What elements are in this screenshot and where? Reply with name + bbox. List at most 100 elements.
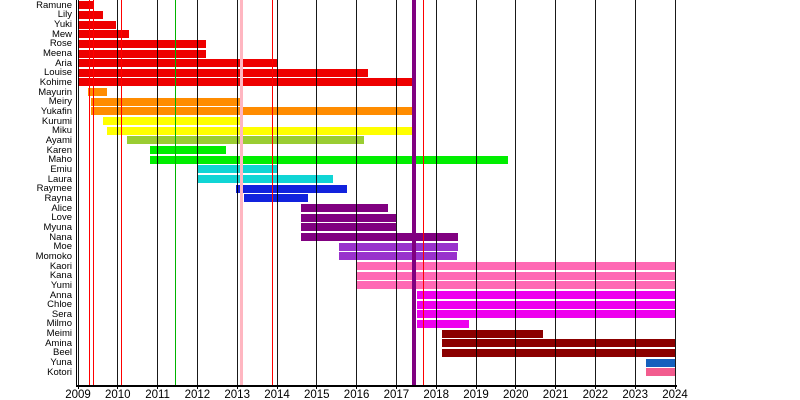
x-tick-2017 xyxy=(395,385,397,389)
x-tick-2022 xyxy=(594,385,596,389)
timeline-bar-sera xyxy=(417,310,675,319)
event-line-4 xyxy=(175,0,177,385)
timeline-bar-louise xyxy=(78,68,369,77)
timeline-bar-miku xyxy=(107,126,414,135)
timeline-bar-kotori xyxy=(645,368,675,377)
event-line-5 xyxy=(240,0,244,385)
member-label-moe: Moe xyxy=(53,241,72,253)
timeline-bar-kohime xyxy=(78,78,416,87)
x-tick-label-2013: 2013 xyxy=(224,389,250,400)
member-label-karen: Karen xyxy=(46,144,72,156)
x-tick-2021 xyxy=(555,385,557,389)
timeline-bar-aria xyxy=(78,59,277,68)
timeline-bar-lily xyxy=(78,10,104,19)
member-label-ayami: Ayami xyxy=(45,134,72,146)
year-gridline-2011 xyxy=(157,0,159,385)
event-line-2 xyxy=(93,0,95,385)
member-label-mayurin: Mayurin xyxy=(38,86,72,98)
timeline-bar-moe xyxy=(339,242,459,251)
timeline-bar-karen xyxy=(150,146,226,155)
x-tick-2020 xyxy=(515,385,517,389)
x-axis-spine xyxy=(76,385,677,387)
member-label-chloe: Chloe xyxy=(47,299,72,311)
member-label-rayna: Rayna xyxy=(44,192,72,204)
timeline-bar-mew xyxy=(78,30,129,39)
member-label-kaori: Kaori xyxy=(49,260,72,272)
x-tick-label-2023: 2023 xyxy=(622,389,648,400)
member-label-raymee: Raymee xyxy=(36,183,72,195)
timeline-bar-kurumi xyxy=(103,117,244,126)
x-tick-label-2019: 2019 xyxy=(463,389,489,400)
timeline-bar-myuna xyxy=(300,223,396,232)
x-tick-2014 xyxy=(276,385,278,389)
year-gridline-2013 xyxy=(236,0,238,385)
year-gridline-2010 xyxy=(117,0,119,385)
member-label-myuna: Myuna xyxy=(43,221,72,233)
year-gridline-2009 xyxy=(77,0,79,385)
event-line-1 xyxy=(88,0,90,385)
x-tick-label-2021: 2021 xyxy=(542,389,569,400)
x-tick-label-2009: 2009 xyxy=(65,389,91,400)
y-axis-spine xyxy=(75,0,77,385)
timeline-bar-momoko xyxy=(339,252,458,261)
year-gridline-2024 xyxy=(674,0,676,385)
x-tick-2012 xyxy=(196,385,198,389)
member-label-kana: Kana xyxy=(49,270,72,282)
year-gridline-2017 xyxy=(395,0,397,385)
member-label-ramune: Ramune xyxy=(36,0,72,11)
x-tick-2013 xyxy=(236,385,238,389)
member-label-laura: Laura xyxy=(47,173,72,185)
x-tick-label-2014: 2014 xyxy=(264,389,290,400)
timeline-bar-rose xyxy=(78,39,206,48)
timeline-bar-yuki xyxy=(78,20,116,29)
member-label-anna: Anna xyxy=(49,289,72,301)
timeline-bar-beel xyxy=(441,348,675,357)
x-tick-label-2010: 2010 xyxy=(105,389,131,400)
year-gridline-2018 xyxy=(435,0,437,385)
x-tick-2024 xyxy=(674,385,676,389)
event-line-6 xyxy=(271,0,273,385)
timeline-bar-ramune xyxy=(78,1,94,10)
timeline-bar-yukafin xyxy=(90,107,414,116)
x-tick-2023 xyxy=(634,385,636,389)
member-label-beel: Beel xyxy=(52,347,72,359)
member-label-nana: Nana xyxy=(49,231,72,243)
x-tick-2010 xyxy=(117,385,119,389)
timeline-bar-raymee xyxy=(236,184,348,193)
timeline-bar-mayurin xyxy=(88,88,107,97)
x-tick-label-2017: 2017 xyxy=(383,389,410,400)
member-label-meimi: Meimi xyxy=(46,328,72,340)
x-tick-label-2020: 2020 xyxy=(503,389,529,400)
event-line-7 xyxy=(412,0,417,385)
year-gridline-2022 xyxy=(594,0,596,385)
member-label-yumi: Yumi xyxy=(50,279,72,291)
x-tick-label-2016: 2016 xyxy=(343,389,370,400)
member-label-louise: Louise xyxy=(44,67,72,79)
member-label-alice: Alice xyxy=(51,202,72,214)
x-tick-label-2018: 2018 xyxy=(423,389,449,400)
member-label-rose: Rose xyxy=(49,38,72,50)
timeline-bar-alice xyxy=(300,204,389,213)
timeline-bar-amina xyxy=(441,339,675,348)
year-gridline-2019 xyxy=(475,0,477,385)
year-gridline-2016 xyxy=(356,0,358,385)
year-gridline-2014 xyxy=(276,0,278,385)
timeline-bar-maho xyxy=(150,155,509,164)
member-label-kotori: Kotori xyxy=(47,366,72,378)
member-label-yukafin: Yukafin xyxy=(40,105,72,117)
member-label-kurumi: Kurumi xyxy=(41,115,72,127)
timeline-bar-chloe xyxy=(417,300,675,309)
timeline-bar-yuna xyxy=(645,358,675,367)
x-tick-label-2022: 2022 xyxy=(582,389,609,400)
timeline-bar-meiry xyxy=(90,97,243,106)
x-tick-label-2015: 2015 xyxy=(304,389,330,400)
member-label-emiu: Emiu xyxy=(50,163,72,175)
x-tick-label-2011: 2011 xyxy=(145,389,170,400)
member-label-sera: Sera xyxy=(51,308,72,320)
member-label-yuna: Yuna xyxy=(50,357,72,369)
member-label-meiry: Meiry xyxy=(48,96,72,108)
member-label-lily: Lily xyxy=(57,9,72,21)
x-tick-2019 xyxy=(475,385,477,389)
event-line-8 xyxy=(422,0,424,385)
